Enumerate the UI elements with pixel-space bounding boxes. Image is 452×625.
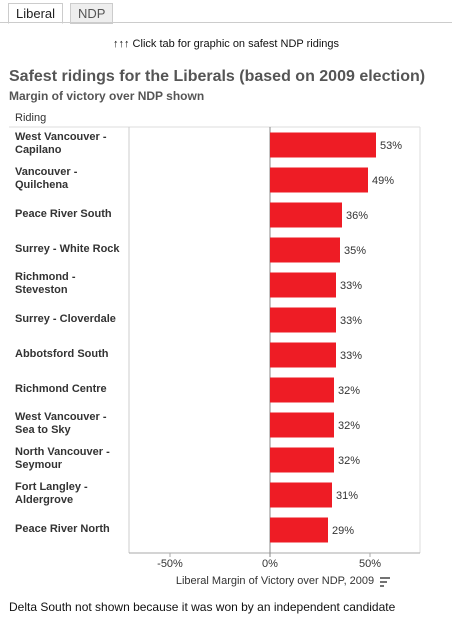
- category-label: Surrey - White Rock: [15, 242, 120, 255]
- tab[interactable]: NDP: [70, 3, 114, 24]
- bar: [270, 167, 368, 193]
- column-header: Riding: [15, 112, 47, 124]
- value-label: 32%: [338, 455, 360, 467]
- bar: [270, 517, 328, 543]
- tab[interactable]: Liberal: [8, 3, 64, 24]
- bar: [270, 307, 336, 333]
- bar: [270, 482, 332, 508]
- value-label: 35%: [344, 245, 366, 257]
- value-label: 33%: [340, 350, 362, 362]
- category-label: West Vancouver - Sea to Sky: [15, 411, 107, 436]
- bar: [270, 202, 342, 228]
- value-label: 33%: [340, 315, 362, 327]
- value-label: 49%: [372, 175, 394, 187]
- chart-subtitle: Margin of victory over NDP shown: [9, 89, 205, 103]
- instruction: ↑↑↑ Click tab for graphic on safest NDP …: [113, 38, 339, 50]
- category-label: Abbotsford South: [15, 347, 109, 360]
- category-label: Richmond - Steveston: [15, 271, 76, 296]
- value-label: 53%: [380, 140, 402, 152]
- value-label: 32%: [338, 420, 360, 432]
- bar: [270, 377, 334, 403]
- value-label: 33%: [340, 280, 362, 292]
- category-label: North Vancouver - Seymour: [15, 446, 110, 471]
- category-label: Richmond Centre: [15, 382, 107, 395]
- category-label: Surrey - Cloverdale: [15, 312, 116, 325]
- bar: [270, 132, 376, 158]
- bar: [270, 342, 336, 368]
- value-label: 31%: [336, 490, 358, 502]
- value-label: 32%: [338, 385, 360, 397]
- footnote: Delta South not shown because it was won…: [9, 600, 396, 614]
- bar: [270, 237, 340, 263]
- x-tick-label: 50%: [359, 558, 381, 570]
- category-label: Peace River South: [15, 207, 112, 220]
- x-tick-label: -50%: [157, 558, 183, 570]
- tab-line: [0, 22, 452, 23]
- x-tick-label: 0%: [262, 558, 278, 570]
- bar: [270, 447, 334, 473]
- category-label: Peace River North: [15, 522, 110, 535]
- x-axis-title: Liberal Margin of Victory over NDP, 2009: [176, 575, 374, 587]
- chart-title: Safest ridings for the Liberals (based o…: [9, 68, 426, 85]
- bar: [270, 272, 336, 298]
- value-label: 29%: [332, 525, 354, 537]
- category-label: West Vancouver - Capilano: [15, 131, 107, 156]
- category-label: Vancouver - Quilchena: [15, 166, 78, 191]
- value-label: 36%: [346, 210, 368, 222]
- bar: [270, 412, 334, 438]
- sort-icon[interactable]: [380, 577, 390, 587]
- category-label: Fort Langley - Aldergrove: [15, 481, 88, 506]
